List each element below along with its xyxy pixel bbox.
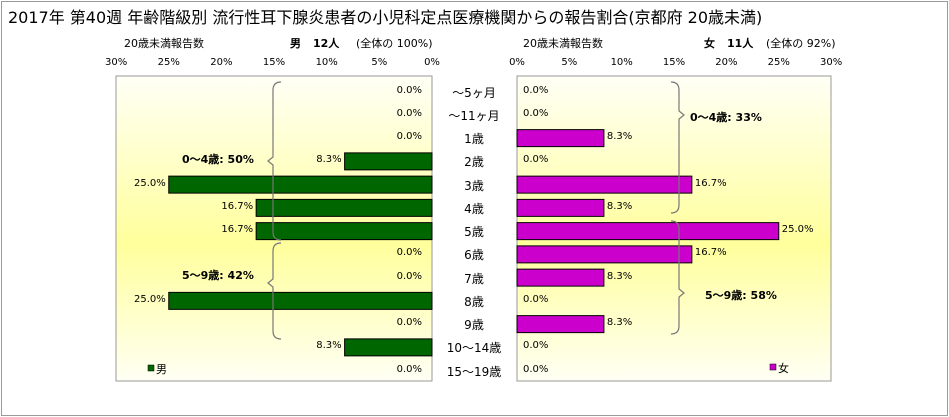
age-label-10: 9歳 [464,318,484,333]
female-xtick-2: 10% [610,57,633,68]
female-xtick-4: 20% [715,57,738,68]
female-data-label-3: 0.0% [523,154,549,166]
male-xtick-2: 10% [315,57,338,68]
female-header-share: (全体の 92%) [766,37,836,50]
female-data-label-12: 0.0% [523,363,549,375]
male-xtick-6: 30% [104,57,128,68]
male-xtick-1: 5% [371,57,388,68]
male-brace-0-4 [267,81,282,241]
male-group-label-5-9: 5～9歳: 42% [182,269,254,282]
age-label-12: 15～19歳 [446,364,502,379]
male-data-label-5: 16.7% [221,200,254,212]
age-label-9: 8歳 [464,294,484,309]
male-xtick-4: 20% [210,57,233,68]
male-data-label-9: 25.0% [133,293,166,305]
female-data-label-8: 8.3% [606,270,633,282]
age-label-3: 2歳 [464,155,484,170]
female-data-label-5: 8.3% [606,200,633,212]
male-data-label-3: 8.3% [316,154,342,166]
age-label-5: 4歳 [464,201,484,216]
male-xtick-0: 0% [424,57,440,68]
female-brace-5-9 [670,220,685,335]
female-bar-10 [516,315,605,334]
male-bar-11 [344,338,433,357]
male-data-label-4: 25.0% [133,177,166,189]
male-bar-4 [168,175,433,194]
female-subtitle: 20歳未満報告数 [523,37,603,50]
female-bar-2 [516,129,605,148]
female-bar-4 [516,175,693,194]
male-data-label-8: 0.0% [396,270,422,282]
age-label-6: 5歳 [464,225,484,240]
female-xtick-0: 0% [509,57,525,68]
age-label-4: 3歳 [464,178,484,193]
female-bar-7 [516,245,693,264]
age-label-2: 1歳 [464,132,484,147]
male-bar-9 [168,291,433,310]
male-data-label-2: 0.0% [396,131,422,143]
male-subtitle: 20歳未満報告数 [124,37,204,50]
female-data-label-4: 16.7% [694,177,727,189]
male-data-label-0: 0.0% [396,84,422,96]
female-header-label: 女 [704,37,715,50]
male-header-label: 男 [290,37,301,50]
male-bar-3 [344,152,433,171]
female-brace-0-4 [670,81,685,214]
age-label-7: 6歳 [464,248,484,263]
female-xtick-1: 5% [561,57,578,68]
female-xtick-3: 15% [662,57,686,68]
female-data-label-10: 8.3% [606,317,633,329]
male-data-label-12: 0.0% [396,363,422,375]
female-data-label-2: 8.3% [606,131,633,143]
male-brace-5-9 [267,242,282,340]
female-data-label-9: 0.0% [523,293,549,305]
age-label-0: ～5ヶ月 [452,85,496,100]
male-bar-6 [255,222,433,241]
female-bar-5 [516,198,605,217]
male-header-count: 12人 [313,37,340,50]
female-data-label-6: 25.0% [781,224,814,236]
male-xtick-3: 15% [262,57,286,68]
male-data-label-1: 0.0% [396,107,422,119]
female-bar-6 [516,222,780,241]
female-legend-label: 女 [778,362,789,375]
male-header-share: (全体の 100%) [356,37,433,50]
female-data-label-7: 16.7% [694,247,727,259]
male-data-label-11: 8.3% [316,340,342,352]
age-label-11: 10～14歳 [446,341,502,356]
female-xtick-6: 30% [819,57,843,68]
female-group-label-5-9: 5～9歳: 58% [705,289,777,302]
age-label-8: 7歳 [464,271,484,286]
male-xtick-5: 25% [157,57,180,68]
female-data-label-1: 0.0% [523,107,549,119]
female-xtick-5: 25% [767,57,790,68]
male-legend-label: 男 [156,363,167,376]
male-legend-swatch [147,364,155,372]
age-label-1: ～11ヶ月 [448,108,500,123]
chart-title: 2017年 第40週 年齢階級別 流行性耳下腺炎患者の小児科定点医療機関からの報… [8,8,763,27]
male-bar-5 [255,198,433,217]
female-header-count: 11人 [727,37,754,50]
female-group-label-0-4: 0～4歳: 33% [690,111,762,124]
female-bar-8 [516,268,605,287]
male-data-label-7: 0.0% [396,247,422,259]
female-data-label-0: 0.0% [523,84,549,96]
female-data-label-11: 0.0% [523,340,549,352]
female-legend-swatch [769,363,777,371]
male-group-label-0-4: 0～4歳: 50% [182,153,254,166]
male-data-label-6: 16.7% [221,224,254,236]
male-data-label-10: 0.0% [396,317,422,329]
